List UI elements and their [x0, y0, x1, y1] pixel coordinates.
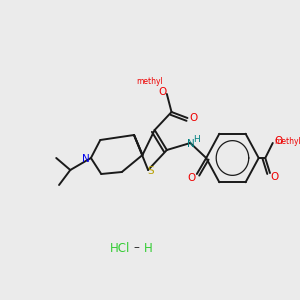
Text: O: O — [158, 87, 166, 97]
Text: HCl: HCl — [110, 242, 130, 254]
Text: N: N — [82, 154, 90, 164]
Text: methyl: methyl — [136, 76, 163, 85]
Text: S: S — [148, 166, 154, 176]
Text: N: N — [187, 139, 195, 149]
Text: O: O — [189, 113, 197, 123]
Text: H: H — [144, 242, 152, 254]
Text: H: H — [194, 134, 200, 143]
Text: O: O — [187, 173, 195, 183]
Text: O: O — [271, 172, 279, 182]
Text: methyl: methyl — [274, 137, 300, 146]
Text: O: O — [274, 136, 283, 146]
Text: –: – — [133, 242, 139, 254]
